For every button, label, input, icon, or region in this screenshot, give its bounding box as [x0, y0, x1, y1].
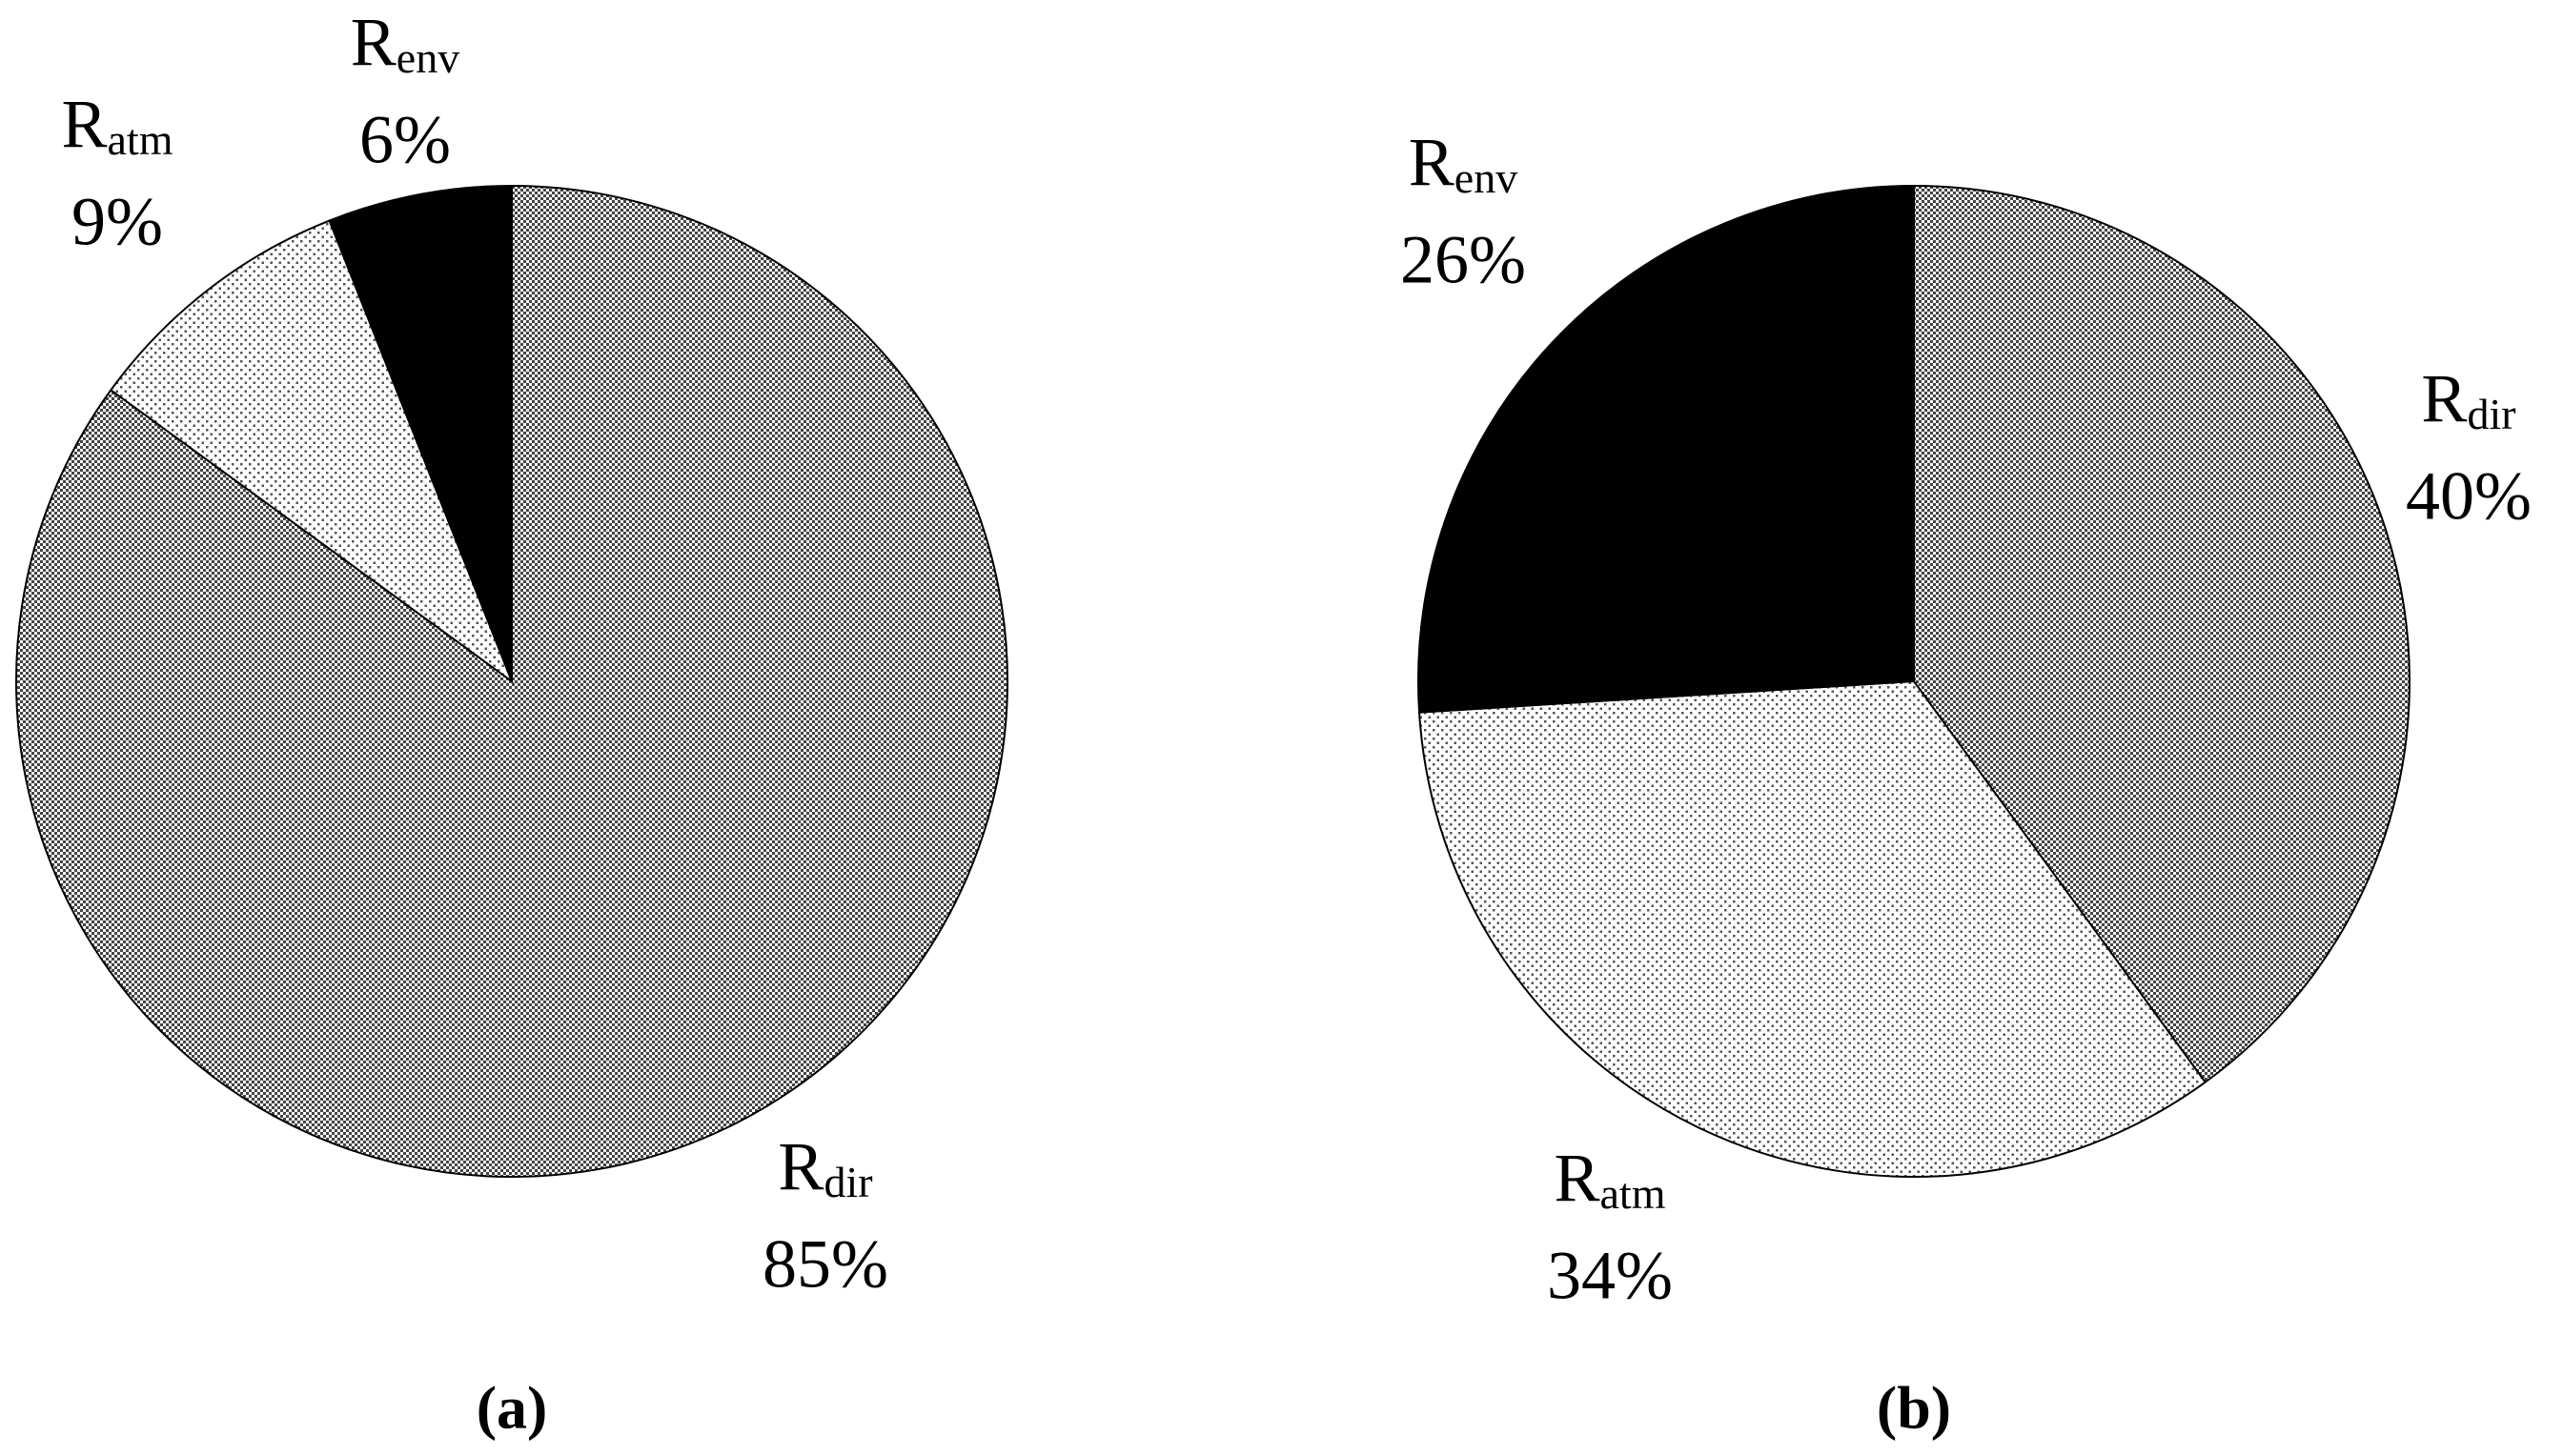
pie-slice — [1913, 184, 2410, 1084]
value-label: 6% — [359, 102, 451, 178]
slice-label: Rdir — [778, 1128, 872, 1206]
slice-label: Renv — [351, 4, 459, 82]
value-label: 40% — [2406, 458, 2532, 535]
slice-label: Ratm — [61, 86, 173, 164]
slice-label: Rdir — [2421, 360, 2515, 438]
pie-slice — [1417, 184, 1915, 714]
pie-slice — [328, 184, 513, 682]
pie-slice — [1417, 679, 2207, 1178]
slice-label: Ratm — [1554, 1140, 1665, 1218]
slice-label: Renv — [1409, 124, 1517, 202]
value-label: 9% — [71, 184, 163, 260]
pie-slice — [109, 219, 515, 684]
value-label: 34% — [1547, 1238, 1673, 1314]
chart-title: (a) — [477, 1374, 548, 1442]
value-label: 85% — [763, 1226, 888, 1303]
value-label: 26% — [1400, 222, 1526, 298]
chart-title: (b) — [1877, 1374, 1951, 1442]
